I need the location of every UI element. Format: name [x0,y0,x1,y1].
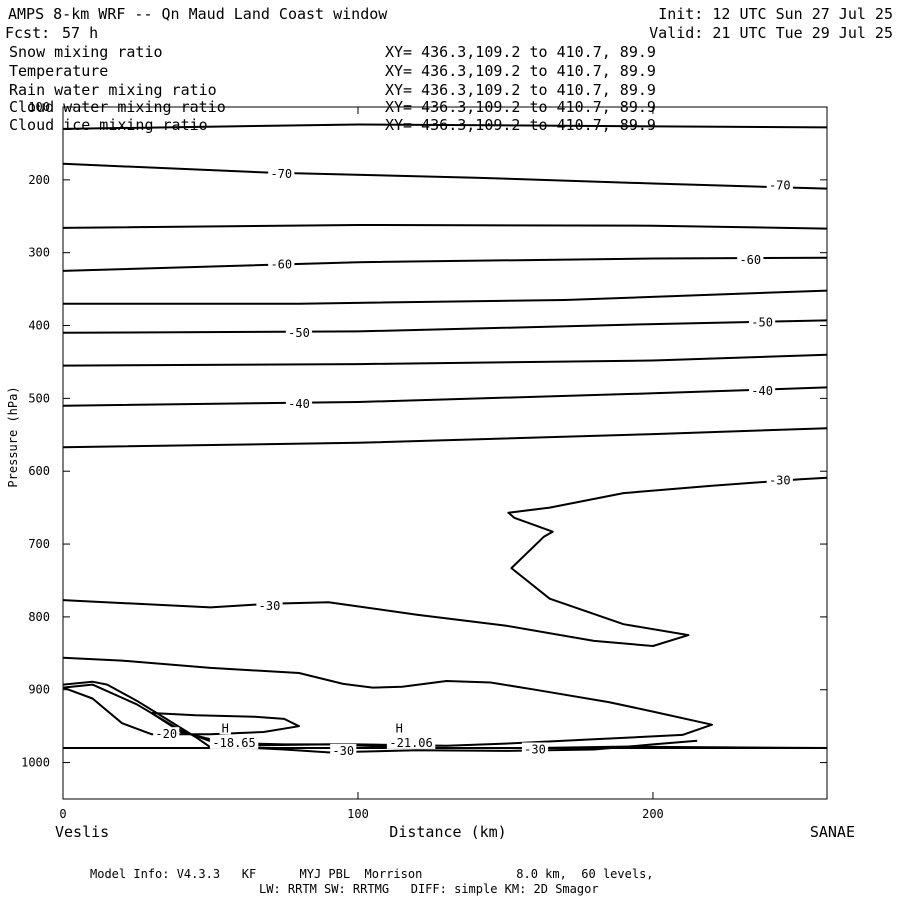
contour-line-1 [62,162,828,190]
contour-label: -40 [288,397,310,411]
contour-label: -70 [769,179,791,193]
contour-label-bg [153,727,180,741]
contour-label-bg [209,735,259,749]
contour-line-8 [62,427,828,449]
field-name-cloud-ice: Cloud ice mixing ratio [9,116,208,134]
contour-label: -30 [332,744,354,758]
contour-label-bg [285,397,313,411]
contour-line-12 [62,683,698,754]
chart-title: AMPS 8-km WRF -- Qn Maud Land Coast wind… [8,5,388,23]
contour-label: -30 [259,599,281,613]
contour-label: H [396,721,403,735]
contour-label: -40 [751,384,773,398]
y-tick-label: 700 [28,537,50,551]
contour-label: -70 [270,167,292,181]
field-name-snow: Snow mixing ratio [9,43,163,61]
contour-line-3 [62,256,828,272]
field-xy-snow: XY= 436.3,109.2 to 410.7, 89.9 [385,43,656,61]
x-endpoint-left: Veslis [55,823,109,841]
contour-line-6 [62,353,828,367]
contour-label: H [222,721,229,735]
contour-label-bg [285,325,313,339]
fields-legend: Snow mixing ratio XY= 436.3,109.2 to 410… [9,43,656,134]
model-info-line2: LW: RRTM SW: RRTMG DIFF: simple KM: 2D S… [259,882,599,896]
y-tick-label: 600 [28,464,50,478]
init-time: Init: 12 UTC Sun 27 Jul 25 [658,5,893,23]
x-axis: 0 100 200 [59,107,664,821]
contour-label: -21.06 [389,736,432,750]
field-xy-temperature: XY= 436.3,109.2 to 410.7, 89.9 [385,62,656,80]
field-name-rain: Rain water mixing ratio [9,81,217,99]
plot-frame [62,106,828,800]
y-tick-label: 500 [28,391,50,405]
model-info-line1: Model Info: V4.3.3 KF MYJ PBL Morrison 8… [90,867,654,881]
contour-label-bg [256,598,283,612]
contour-label-bg [268,257,295,271]
field-name-temperature: Temperature [9,62,108,80]
contour-line-4 [63,289,828,305]
contour-label: -50 [288,326,310,340]
forecast-label: Fcst: [5,24,50,42]
contour-label-bg [386,735,436,749]
contour-label-bg [749,384,776,398]
contour-line-7 [62,386,828,407]
y-tick-label: 900 [28,683,50,697]
contour-line-2 [62,224,828,230]
x-tick-label: 0 [59,807,66,821]
y-tick-label: 100 [28,100,50,114]
contour-label-bg [268,167,295,181]
contour-label: -60 [739,253,761,267]
contour-label: -18.65 [212,736,255,750]
valid-time: Valid: 21 UTC Tue 29 Jul 25 [649,24,893,42]
contour-label-bg [521,742,549,756]
x-endpoint-right: SANAE [810,823,855,841]
contour-label-bg [749,315,776,329]
x-tick-label: 100 [347,807,369,821]
contour-label-bg [393,721,405,735]
contour-line-5 [62,319,828,334]
y-tick-label: 200 [28,173,50,187]
contour-label: -60 [270,257,292,271]
contour-label: -50 [751,316,773,330]
contour-label: -20 [155,727,177,741]
y-tick-label: 400 [28,319,50,333]
contour-label: -30 [769,474,791,488]
contour-label-bg [330,743,357,757]
temperature-contours [62,123,828,754]
y-axis: 100 200 300 400 500 600 700 800 900 1000 [21,100,827,770]
x-axis-label: Distance (km) [389,823,506,841]
forecast-hours: 57 h [62,24,98,42]
y-tick-label: 1000 [21,756,50,770]
field-xy-rain: XY= 436.3,109.2 to 410.7, 89.9 [385,81,656,99]
contour-label-bg [766,473,793,487]
contour-label-bg [766,178,793,192]
contour-label-bg [737,252,764,266]
contour-labels: -70 -70 -60 -60 -50 -50 -40 -40 -30 -30 -20 -30 -30 H… [153,167,793,758]
y-axis-label: Pressure (hPa) [6,386,20,487]
x-tick-label: 200 [642,807,664,821]
y-tick-label: 800 [28,610,50,624]
contour-label: -30 [524,742,546,756]
y-tick-label: 300 [28,246,50,260]
contour-line-9 [62,476,828,647]
contour-line-0 [62,123,828,130]
contour-label-bg [219,721,231,735]
contour-line-10 [62,656,713,747]
